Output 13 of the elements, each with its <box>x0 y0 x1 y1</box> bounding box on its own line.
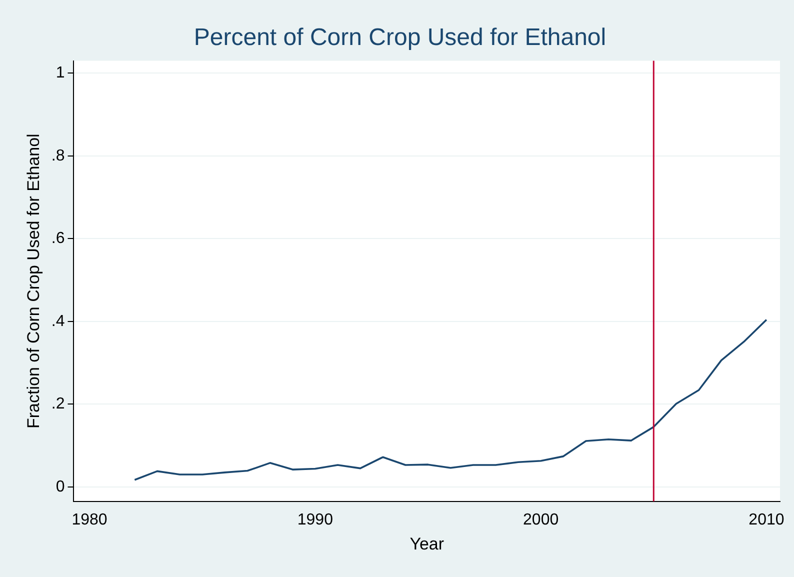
y-tick-label: 1 <box>56 64 65 82</box>
y-tick-label: .8 <box>51 147 65 164</box>
x-axis-title: Year <box>410 534 444 554</box>
x-tick-label: 2010 <box>748 511 784 528</box>
y-axis-title: Fraction of Corn Crop Used for Ethanol <box>24 134 43 429</box>
x-tick-label: 1980 <box>72 511 108 528</box>
y-tick-label: .2 <box>51 396 65 413</box>
chart-title: Percent of Corn Crop Used for Ethanol <box>194 24 606 52</box>
y-tick-label: .4 <box>51 312 65 330</box>
y-tick-label: 0 <box>56 478 65 496</box>
x-tick-label: 1990 <box>297 511 334 528</box>
x-tick-label: 2000 <box>523 511 559 528</box>
y-tick-label: .6 <box>51 230 65 248</box>
